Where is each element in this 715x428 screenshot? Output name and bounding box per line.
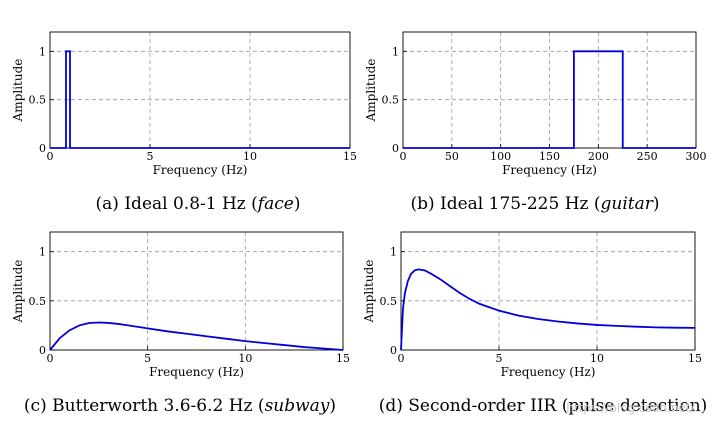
x-tick-label: 5 bbox=[144, 352, 151, 365]
series-line bbox=[50, 50, 350, 149]
watermark-text: https://blog.csdn.net/... bbox=[566, 401, 706, 415]
panel-caption: (c) Butterworth 3.6-6.2 Hz (subway) bbox=[24, 396, 336, 416]
caption-label: (a) bbox=[96, 194, 125, 214]
y-tick-label: 0.5 bbox=[382, 94, 400, 107]
x-tick-label: 100 bbox=[490, 150, 511, 163]
y-tick-label: 0 bbox=[390, 344, 397, 357]
y-axis-label: Amplitude bbox=[11, 260, 25, 324]
x-tick-label: 5 bbox=[147, 150, 154, 163]
caption-label: (d) bbox=[379, 396, 409, 416]
caption-text: Butterworth 3.6-6.2 Hz ( bbox=[52, 396, 264, 416]
caption-text: Ideal 175-225 Hz ( bbox=[440, 194, 601, 214]
caption-italic: guitar bbox=[601, 194, 654, 214]
series-line bbox=[49, 321, 344, 351]
y-axis-label: Amplitude bbox=[364, 59, 378, 123]
caption-label: (b) bbox=[410, 194, 440, 214]
x-tick-label: 50 bbox=[445, 150, 459, 163]
panel-d: 0 5 10 15 0 0.5 1 Frequency (Hz) Amplitude (d) Se… bbox=[362, 231, 708, 416]
x-tick-label: 0 bbox=[47, 150, 54, 163]
y-tick-label: 0 bbox=[392, 142, 399, 155]
y-tick-label: 0.5 bbox=[29, 94, 47, 107]
y-axis-label: Amplitude bbox=[11, 59, 25, 123]
x-tick-label: 150 bbox=[539, 150, 560, 163]
panel-c: 0 5 10 15 0 0.5 1 Frequency (Hz) Amplitude (c) Bu… bbox=[11, 231, 350, 416]
y-axis-label: Amplitude bbox=[362, 260, 376, 324]
caption-text: Ideal 0.8-1 Hz ( bbox=[124, 194, 257, 214]
caption-text: Second-order IIR (pulse detection) bbox=[408, 396, 707, 416]
y-tick-label: 1 bbox=[39, 45, 46, 58]
x-tick-label: 0 bbox=[47, 352, 54, 365]
x-tick-label: 10 bbox=[590, 352, 604, 365]
y-tick-label: 0 bbox=[39, 344, 46, 357]
x-axis-label: Frequency (Hz) bbox=[502, 163, 597, 177]
x-tick-label: 15 bbox=[336, 352, 350, 365]
caption-tail: ) bbox=[294, 194, 301, 214]
x-tick-label: 250 bbox=[637, 150, 658, 163]
y-tick-label: 0.5 bbox=[29, 295, 47, 308]
plot-frame bbox=[400, 231, 696, 351]
panel-b: 0 50 100 150 200 250 300 0 0.5 1 Frequency (Hz) Amp… bbox=[364, 31, 707, 214]
caption-tail: ) bbox=[329, 396, 336, 416]
x-tick-label: 10 bbox=[238, 352, 252, 365]
caption-tail: ) bbox=[653, 194, 660, 214]
panel-caption: (a) Ideal 0.8-1 Hz (face) bbox=[96, 194, 301, 214]
x-axis-label: Frequency (Hz) bbox=[501, 365, 596, 379]
y-tick-label: 1 bbox=[390, 246, 397, 259]
y-tick-label: 0 bbox=[39, 142, 46, 155]
x-tick-label: 300 bbox=[686, 150, 707, 163]
x-tick-label: 0 bbox=[400, 150, 407, 163]
x-tick-label: 10 bbox=[243, 150, 257, 163]
x-axis-label: Frequency (Hz) bbox=[153, 163, 248, 177]
caption-italic: face bbox=[256, 194, 294, 214]
x-tick-label: 15 bbox=[688, 352, 702, 365]
panel-a: 0 5 10 15 0 0.5 1 Frequency (Hz) Amplitude (a) Id… bbox=[11, 31, 357, 214]
x-tick-label: 200 bbox=[588, 150, 609, 163]
caption-italic: subway bbox=[265, 396, 330, 416]
x-tick-label: 15 bbox=[343, 150, 357, 163]
x-axis-label: Frequency (Hz) bbox=[149, 365, 244, 379]
series-line bbox=[400, 268, 696, 351]
y-tick-label: 1 bbox=[392, 45, 399, 58]
x-tick-label: 0 bbox=[398, 352, 405, 365]
x-tick-label: 5 bbox=[496, 352, 503, 365]
plot-frame bbox=[49, 31, 351, 149]
panel-caption: (b) Ideal 175-225 Hz (guitar) bbox=[410, 194, 659, 214]
y-tick-label: 0.5 bbox=[380, 295, 398, 308]
plot-frame bbox=[49, 231, 344, 351]
series-line bbox=[403, 50, 696, 149]
panel-caption: (d) Second-order IIR (pulse detection) bbox=[379, 396, 708, 416]
y-tick-label: 1 bbox=[39, 246, 46, 259]
caption-label: (c) bbox=[24, 396, 52, 416]
